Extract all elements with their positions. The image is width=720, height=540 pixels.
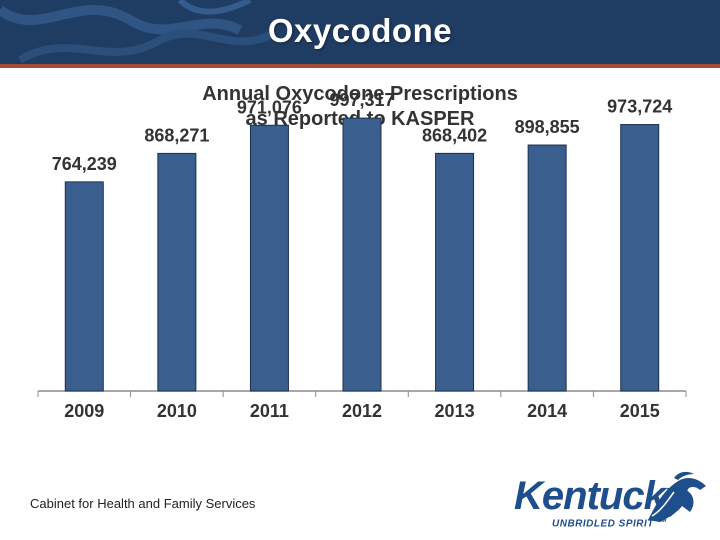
chart-title-line-1: Annual Oxycodone Prescriptions [202,83,518,105]
data-label-2013: 868,402 [422,125,487,145]
data-label-2010: 868,271 [144,125,209,145]
x-tick-label-2014: 2014 [527,401,567,421]
footer-text: Cabinet for Health and Family Services [30,496,256,511]
logo-tagline-text: UNBRIDLED SPIRIT [552,518,654,530]
slide-title: Oxycodone [267,12,453,49]
bar-2009 [64,181,104,392]
data-label-2015: 973,724 [607,97,672,117]
x-tick-label-2015: 2015 [620,401,660,421]
title-banner: Oxycodone [0,0,720,64]
x-tick-label-2011: 2011 [250,401,289,421]
bar-2015 [620,124,660,392]
data-label-2014: 898,855 [515,117,580,137]
x-tick-label-2013: 2013 [435,401,475,421]
bar-2011 [249,124,289,392]
kentucky-logo: Kentucky UNBRIDLED SPIRIT TM [508,468,713,534]
data-label-2012: 997,317 [329,90,394,110]
bar-2010 [157,152,197,392]
data-label-2009: 764,239 [52,154,117,174]
banner-accent-line [0,64,720,68]
bar-2014 [527,144,567,392]
bar-2012 [342,117,382,392]
horse-head-icon [648,471,706,522]
data-label-2011: 971,076 [237,97,302,117]
x-tick-label-2012: 2012 [342,401,382,421]
x-tick-label-2010: 2010 [157,401,197,421]
bar-2013 [435,152,475,392]
banner-swirl-decoration [0,0,272,64]
x-tick-label-2009: 2009 [64,401,104,421]
